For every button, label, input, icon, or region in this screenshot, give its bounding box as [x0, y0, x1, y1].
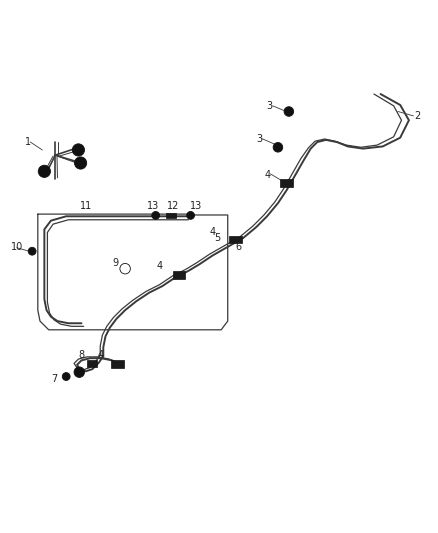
- Bar: [173, 271, 185, 279]
- Text: 4: 4: [209, 228, 215, 237]
- Text: 13: 13: [146, 201, 159, 211]
- Text: 2: 2: [414, 111, 421, 121]
- Text: 6: 6: [236, 242, 242, 252]
- Bar: [230, 236, 242, 243]
- Circle shape: [152, 212, 159, 220]
- Bar: [166, 213, 176, 218]
- Circle shape: [74, 367, 85, 377]
- Circle shape: [187, 212, 194, 220]
- Text: 11: 11: [80, 201, 92, 211]
- Bar: [111, 360, 124, 368]
- Text: 12: 12: [167, 201, 179, 211]
- Circle shape: [120, 263, 131, 274]
- Text: 7: 7: [51, 374, 57, 384]
- Text: 10: 10: [11, 242, 23, 252]
- Text: 5: 5: [214, 233, 220, 243]
- Circle shape: [62, 373, 70, 381]
- Text: 3: 3: [266, 101, 272, 111]
- Circle shape: [38, 165, 50, 177]
- Text: 8: 8: [78, 350, 85, 360]
- Bar: [87, 360, 98, 367]
- Circle shape: [74, 157, 87, 169]
- Text: 4: 4: [97, 350, 103, 360]
- Text: 13: 13: [190, 201, 202, 211]
- Circle shape: [284, 107, 293, 116]
- Text: 1: 1: [25, 137, 31, 147]
- Text: 4: 4: [156, 261, 162, 271]
- Text: 9: 9: [112, 258, 118, 268]
- Text: 3: 3: [256, 134, 262, 144]
- Bar: [280, 179, 293, 187]
- Text: 4: 4: [265, 170, 271, 180]
- Circle shape: [72, 144, 85, 156]
- Circle shape: [28, 247, 36, 255]
- Circle shape: [273, 142, 283, 152]
